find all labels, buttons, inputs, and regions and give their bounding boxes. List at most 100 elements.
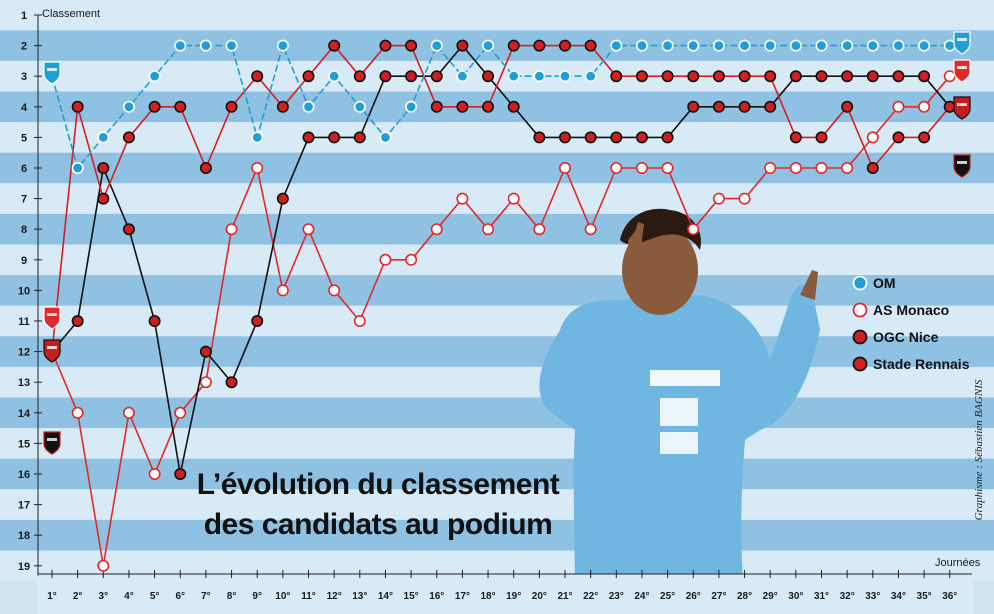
x-tick-label: 6° bbox=[175, 591, 185, 602]
data-point bbox=[738, 192, 751, 205]
data-point bbox=[199, 345, 212, 358]
data-point bbox=[635, 70, 648, 83]
data-point bbox=[302, 131, 315, 144]
data-point bbox=[430, 223, 443, 236]
crest-stripe bbox=[47, 313, 57, 316]
data-point bbox=[507, 100, 520, 113]
data-point bbox=[892, 70, 905, 83]
legend-label: AS Monaco bbox=[873, 302, 949, 318]
data-point bbox=[405, 70, 418, 83]
data-point bbox=[71, 162, 84, 175]
data-point bbox=[610, 131, 623, 144]
x-tick-label: 19° bbox=[506, 591, 521, 602]
data-point bbox=[97, 192, 110, 205]
monaco-logo bbox=[43, 306, 61, 330]
data-point bbox=[918, 70, 931, 83]
data-point bbox=[738, 39, 751, 52]
data-point bbox=[687, 223, 700, 236]
data-point bbox=[789, 131, 802, 144]
data-point bbox=[174, 100, 187, 113]
data-point bbox=[482, 223, 495, 236]
series-stade-rennais bbox=[45, 39, 956, 358]
x-tick-label: 30° bbox=[788, 591, 803, 602]
data-point bbox=[225, 39, 238, 52]
y-tick-label: 4 bbox=[21, 102, 28, 114]
data-point bbox=[71, 314, 84, 327]
data-point bbox=[97, 559, 110, 572]
data-point bbox=[635, 131, 648, 144]
data-point bbox=[712, 70, 725, 83]
data-point bbox=[610, 39, 623, 52]
y-tick-label: 18 bbox=[18, 530, 30, 542]
data-point bbox=[892, 100, 905, 113]
x-axis-title: Journées bbox=[935, 557, 981, 569]
data-point bbox=[456, 39, 469, 52]
band-row bbox=[0, 183, 994, 214]
y-tick-label: 17 bbox=[18, 500, 30, 512]
data-point bbox=[866, 70, 879, 83]
data-point bbox=[892, 39, 905, 52]
x-tick-label: 15° bbox=[404, 591, 419, 602]
data-point bbox=[712, 192, 725, 205]
y-tick-label: 7 bbox=[21, 194, 27, 206]
x-axis-strip bbox=[38, 574, 973, 614]
data-point bbox=[251, 314, 264, 327]
crest-stripe bbox=[47, 438, 57, 441]
x-tick-label: 8° bbox=[227, 591, 237, 602]
data-point bbox=[251, 70, 264, 83]
legend-item: OM bbox=[852, 275, 896, 291]
data-point bbox=[584, 223, 597, 236]
data-point bbox=[610, 70, 623, 83]
data-point bbox=[148, 70, 161, 83]
x-tick-label: 31° bbox=[814, 591, 829, 602]
crest-stripe bbox=[957, 103, 967, 106]
data-point bbox=[430, 100, 443, 113]
data-point bbox=[584, 39, 597, 52]
player-photo bbox=[539, 208, 820, 600]
data-point bbox=[276, 39, 289, 52]
data-point bbox=[122, 100, 135, 113]
data-point bbox=[918, 100, 931, 113]
data-point bbox=[97, 162, 110, 175]
band-row bbox=[0, 397, 994, 429]
data-point bbox=[148, 314, 161, 327]
data-point bbox=[712, 39, 725, 52]
x-tick-label: 2° bbox=[73, 591, 83, 602]
data-point bbox=[866, 162, 879, 175]
data-point bbox=[558, 131, 571, 144]
data-point bbox=[405, 39, 418, 52]
nice-logo bbox=[43, 431, 61, 455]
x-axis: 1° 2° 3° 4° 5° 6° 7° 8° 9° 10° 11° 12° 13° 14° 15° 16° 1… bbox=[38, 570, 973, 614]
data-point bbox=[815, 162, 828, 175]
band-row bbox=[0, 366, 994, 398]
data-point bbox=[789, 162, 802, 175]
data-point bbox=[174, 467, 187, 480]
data-point bbox=[71, 406, 84, 419]
chart-title-line-2: des candidats au podium bbox=[204, 508, 553, 541]
x-tick-label: 23° bbox=[609, 591, 624, 602]
data-point bbox=[661, 162, 674, 175]
data-point bbox=[482, 39, 495, 52]
x-tick-label: 34° bbox=[891, 591, 906, 602]
y-tick-label: 9 bbox=[21, 255, 27, 267]
x-tick-label: 24° bbox=[634, 591, 649, 602]
crest-shape bbox=[953, 96, 971, 120]
y-tick-label: 10 bbox=[18, 285, 30, 297]
monaco-logo bbox=[953, 59, 971, 83]
data-point bbox=[943, 100, 956, 113]
data-point bbox=[584, 70, 597, 83]
band-row bbox=[0, 519, 994, 551]
x-tick-label: 17° bbox=[455, 591, 470, 602]
y-tick-label: 14 bbox=[18, 408, 31, 420]
data-point bbox=[328, 70, 341, 83]
x-tick-label: 18° bbox=[480, 591, 495, 602]
data-point bbox=[533, 70, 546, 83]
x-tick-label: 27° bbox=[711, 591, 726, 602]
legend-marker bbox=[852, 302, 868, 318]
legend-marker bbox=[852, 275, 868, 291]
data-point bbox=[943, 39, 956, 52]
data-point bbox=[507, 39, 520, 52]
x-tick-label: 3° bbox=[99, 591, 109, 602]
x-tick-label: 7° bbox=[201, 591, 211, 602]
crest-stripe bbox=[47, 68, 57, 71]
